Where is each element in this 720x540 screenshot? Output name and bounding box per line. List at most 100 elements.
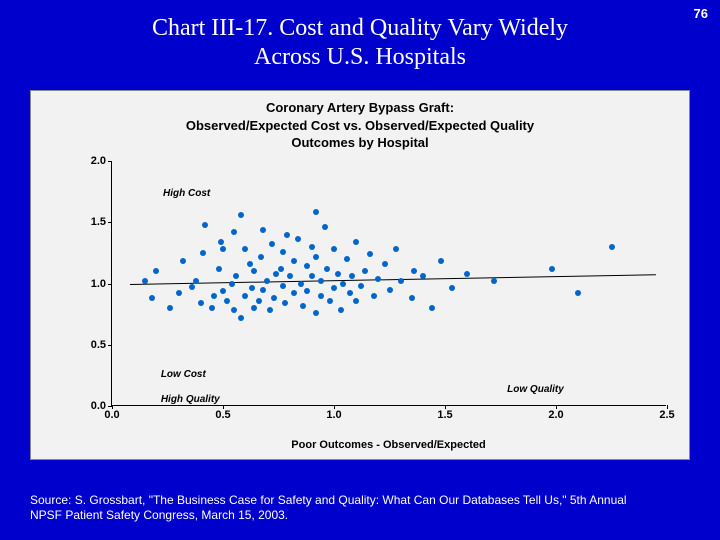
data-point (313, 310, 319, 316)
data-point (609, 244, 615, 250)
chart-annotation: High Quality (161, 394, 220, 405)
data-point (242, 293, 248, 299)
data-point (304, 263, 310, 269)
data-point (200, 250, 206, 256)
data-point (335, 271, 341, 277)
y-tick-label: 1.5 (91, 216, 106, 228)
data-point (251, 305, 257, 311)
data-point (167, 305, 173, 311)
data-point (304, 288, 310, 294)
data-point (313, 209, 319, 215)
data-point (291, 258, 297, 264)
data-point (153, 268, 159, 274)
data-point (224, 298, 230, 304)
x-tick-label: 0.0 (104, 409, 119, 421)
y-tick-label: 1.0 (91, 278, 106, 290)
data-point (202, 222, 208, 228)
data-point (318, 293, 324, 299)
slide-title-line2: Across U.S. Hospitals (254, 44, 466, 70)
data-point (220, 288, 226, 294)
chart-container: Coronary Artery Bypass Graft: Observed/E… (30, 90, 690, 460)
data-point (387, 287, 393, 293)
data-point (149, 295, 155, 301)
chart-title-line3: Outcomes by Hospital (291, 135, 428, 150)
data-point (247, 261, 253, 267)
data-point (256, 298, 262, 304)
data-point (309, 244, 315, 250)
data-point (284, 232, 290, 238)
data-point (375, 276, 381, 282)
slide-title-line1: Chart III-17. Cost and Quality Vary Wide… (152, 15, 568, 41)
data-point (295, 236, 301, 242)
data-point (273, 271, 279, 277)
data-point (198, 300, 204, 306)
trend-line (130, 274, 656, 285)
data-point (438, 258, 444, 264)
data-point (229, 281, 235, 287)
data-point (231, 307, 237, 313)
x-axis-label: Poor Outcomes - Observed/Expected (111, 439, 666, 451)
data-point (260, 227, 266, 233)
data-point (324, 266, 330, 272)
y-tick-label: 0.5 (91, 339, 106, 351)
data-point (340, 281, 346, 287)
data-point (271, 295, 277, 301)
data-point (313, 254, 319, 260)
data-point (338, 307, 344, 313)
chart-title: Coronary Artery Bypass Graft: Observed/E… (31, 91, 689, 158)
data-point (464, 271, 470, 277)
data-point (353, 239, 359, 245)
data-point (398, 278, 404, 284)
data-point (280, 249, 286, 255)
data-point (322, 224, 328, 230)
chart-annotation: Low Quality (507, 384, 564, 395)
data-point (382, 261, 388, 267)
data-point (231, 229, 237, 235)
data-point (420, 273, 426, 279)
data-point (411, 268, 417, 274)
data-point (280, 283, 286, 289)
data-point (309, 273, 315, 279)
data-point (371, 293, 377, 299)
data-point (367, 251, 373, 257)
data-point (349, 273, 355, 279)
data-point (347, 290, 353, 296)
data-point (318, 278, 324, 284)
y-tick-label: 2.0 (91, 155, 106, 167)
data-point (429, 305, 435, 311)
data-point (251, 268, 257, 274)
data-point (180, 258, 186, 264)
data-point (358, 283, 364, 289)
data-point (176, 290, 182, 296)
data-point (238, 315, 244, 321)
data-point (331, 285, 337, 291)
data-point (393, 246, 399, 252)
data-point (238, 212, 244, 218)
data-point (449, 285, 455, 291)
data-point (260, 287, 266, 293)
data-point (298, 281, 304, 287)
data-point (491, 278, 497, 284)
data-point (409, 295, 415, 301)
x-tick-label: 0.5 (215, 409, 230, 421)
slide-title: Chart III-17. Cost and Quality Vary Wide… (0, 14, 720, 72)
data-point (362, 268, 368, 274)
data-point (211, 293, 217, 299)
chart-annotation: Low Cost (161, 369, 206, 380)
data-point (300, 303, 306, 309)
data-point (249, 285, 255, 291)
data-point (264, 278, 270, 284)
x-tick-label: 1.0 (326, 409, 341, 421)
x-tick-label: 2.5 (659, 409, 674, 421)
data-point (269, 241, 275, 247)
source-text: Source: S. Grossbart, "The Business Case… (30, 493, 660, 524)
data-point (278, 266, 284, 272)
data-point (216, 266, 222, 272)
data-point (331, 246, 337, 252)
data-point (549, 266, 555, 272)
plot-wrap: 0.00.51.01.52.00.00.51.01.52.02.5High Co… (111, 161, 666, 406)
data-point (233, 273, 239, 279)
plot-area: 0.00.51.01.52.00.00.51.01.52.02.5High Co… (111, 161, 666, 406)
data-point (344, 256, 350, 262)
data-point (267, 307, 273, 313)
